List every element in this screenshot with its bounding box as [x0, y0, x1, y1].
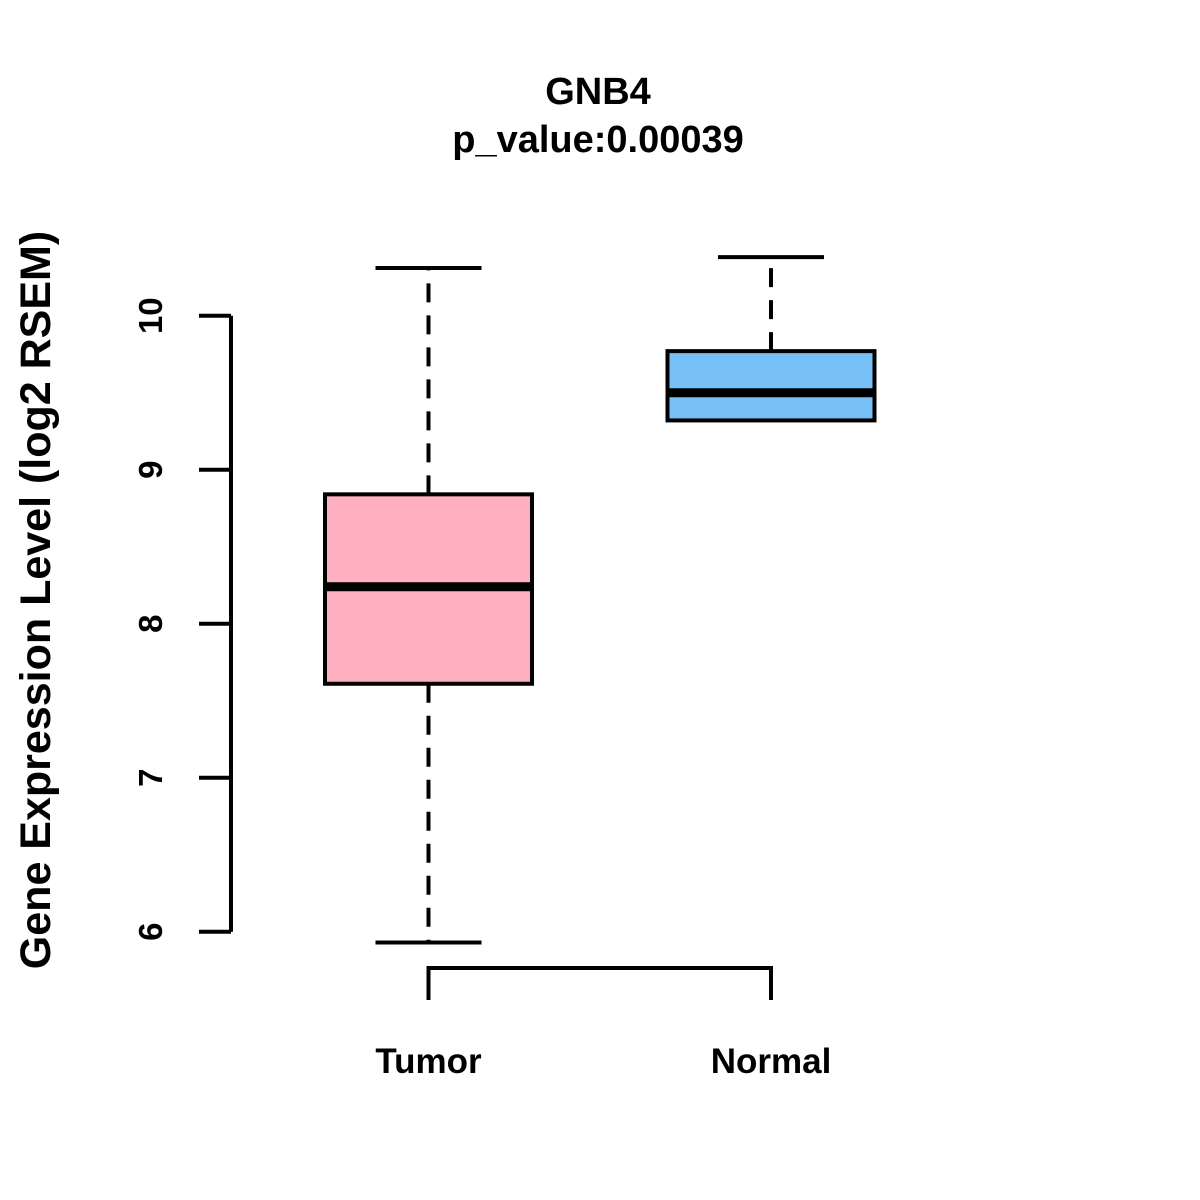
chart-subtitle: p_value:0.00039	[452, 119, 744, 161]
box-normal	[665, 349, 877, 423]
x-axis-bracket	[426, 966, 773, 1000]
y-axis-tick-label: 8	[132, 615, 169, 633]
y-axis-tick-label: 7	[132, 769, 169, 787]
y-axis-label: Gene Expression Level (log2 RSEM)	[12, 231, 60, 969]
y-axis-tick-label: 10	[132, 297, 169, 334]
category-label-normal: Normal	[711, 1042, 832, 1081]
y-axis-tick-label: 9	[132, 461, 169, 479]
y-axis-tick-label: 6	[132, 923, 169, 941]
plot-elements: 6 7 8 9 10 Tumor Normal	[132, 255, 877, 1081]
chart-title: GNB4	[545, 71, 651, 113]
category-label-tumor: Tumor	[375, 1042, 482, 1081]
